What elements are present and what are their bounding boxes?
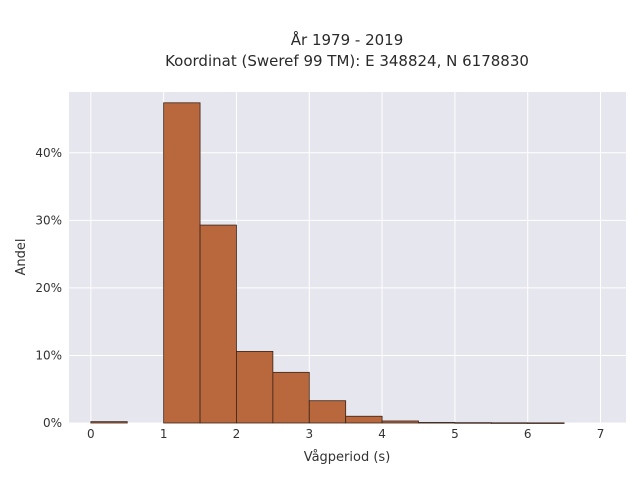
x-axis-label: Vågperiod (s) [304, 450, 391, 465]
y-tick-label: 40% [35, 146, 62, 160]
histogram-bar [527, 422, 565, 424]
x-tick-label: 6 [524, 427, 532, 441]
x-tick-label: 0 [87, 427, 95, 441]
chart-title-line-2: Koordinat (Sweref 99 TM): E 348824, N 61… [165, 52, 529, 70]
x-tick-label: 2 [233, 427, 241, 441]
histogram-bar [381, 420, 419, 424]
y-axis-label: Andel [14, 239, 29, 276]
x-tick-label: 4 [378, 427, 386, 441]
plot-area [69, 92, 626, 423]
histogram-bar [308, 400, 347, 424]
x-tick-label: 5 [451, 427, 459, 441]
histogram-bar [418, 422, 456, 424]
y-axis-ticks: 0% 10% 20% 30% 40% [35, 146, 62, 430]
chart-title-line-1: År 1979 - 2019 [291, 30, 404, 49]
histogram-bar [490, 422, 529, 424]
histogram-bar [236, 350, 274, 424]
y-tick-label: 30% [35, 213, 62, 227]
histogram-bar [163, 102, 201, 424]
y-tick-label: 20% [35, 281, 62, 295]
x-tick-label: 1 [160, 427, 168, 441]
histogram-bar [454, 422, 492, 424]
x-tick-label: 7 [597, 427, 605, 441]
histogram-bars [90, 102, 565, 424]
histogram-bar [345, 415, 383, 424]
histogram-bar [90, 421, 128, 424]
x-tick-label: 3 [305, 427, 313, 441]
y-tick-label: 10% [35, 348, 62, 362]
y-tick-label: 0% [43, 416, 62, 430]
histogram-bar [199, 224, 237, 424]
histogram-bar [272, 371, 310, 424]
x-axis-ticks: 0 1 2 3 4 5 6 7 [87, 427, 604, 441]
